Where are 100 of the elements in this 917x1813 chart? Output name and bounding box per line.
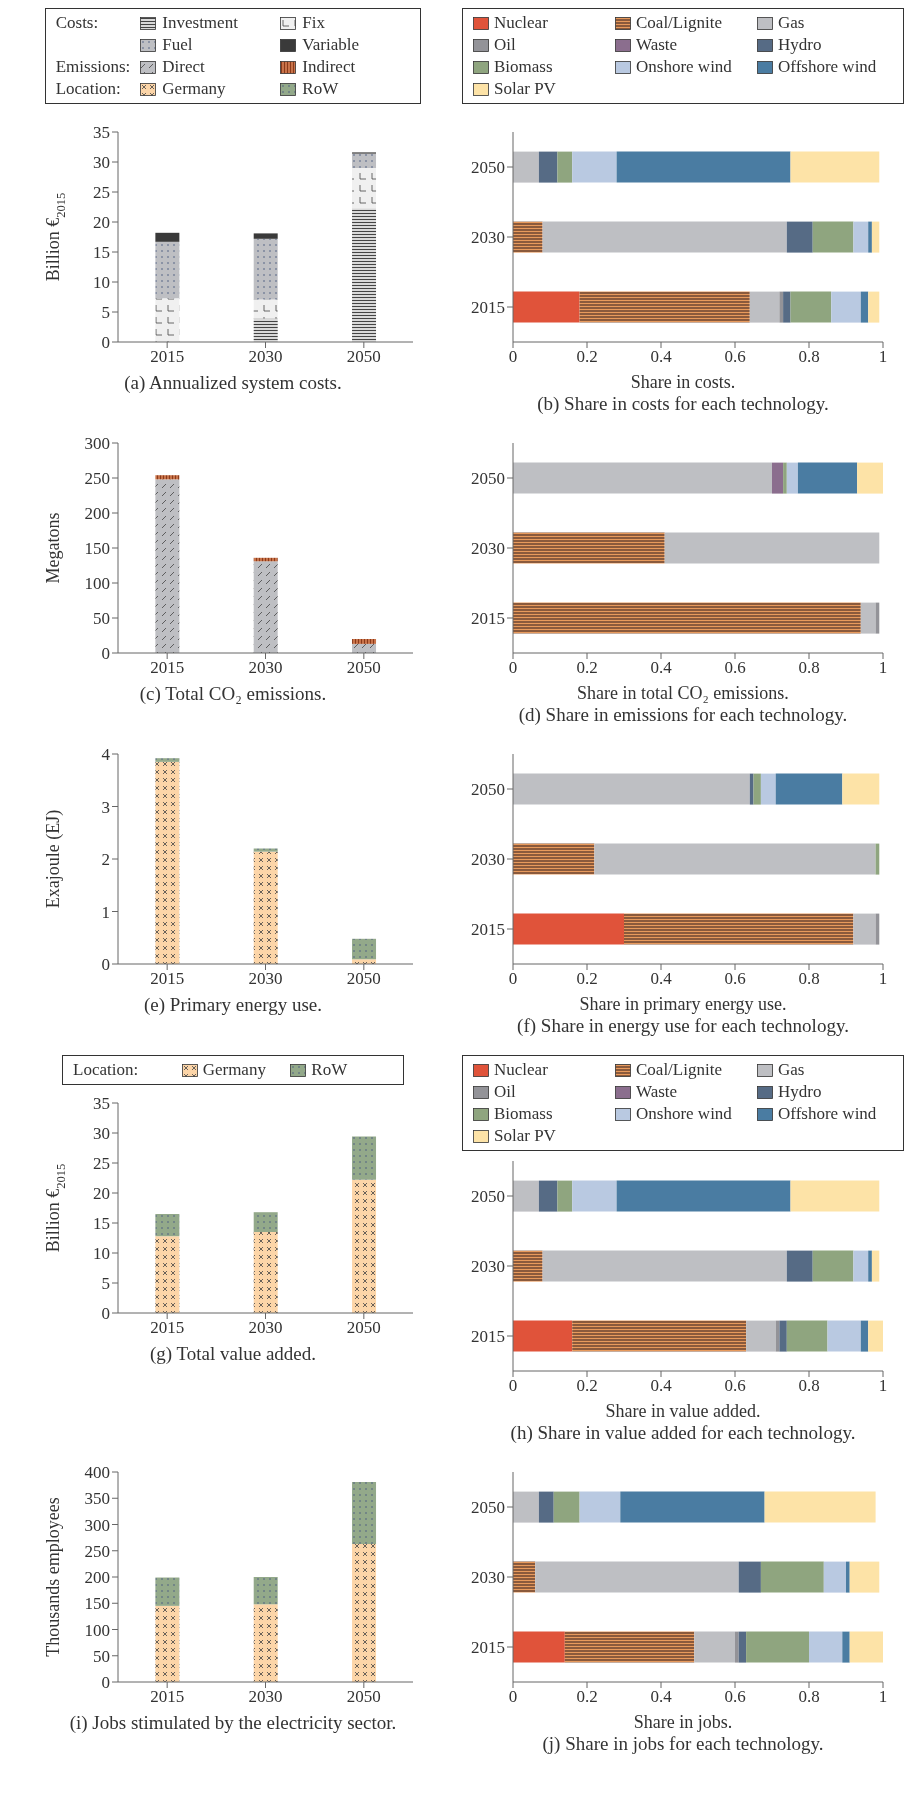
bar [557,1180,573,1212]
legend-label: Gas [778,13,805,33]
bar [155,761,180,964]
y-tick-label: 0 [101,644,110,664]
y-tick-label: 35 [93,123,110,143]
bar [155,241,180,299]
x-tick-label: 0.8 [798,347,820,367]
bar [253,848,278,852]
bar [846,1561,850,1593]
legend-label: Waste [636,1082,678,1102]
x-tick-label: 0.2 [576,1687,598,1707]
bar [797,462,858,494]
bar [352,208,377,342]
text: (j) Share in jobs for each technology. [542,1733,824,1755]
legend-label: Oil [494,35,516,55]
x-tick-label: 0.4 [650,658,673,678]
y-tick-label: 2050 [471,780,505,800]
x-tick-label: 1 [878,1687,888,1707]
bar [786,462,798,494]
bar [812,1250,854,1282]
y-tick-label: 3 [101,797,110,817]
x-tick-label: 2030 [248,969,283,989]
bar [790,1180,880,1212]
bar [513,221,543,253]
y-tick-label: 300 [84,1515,110,1535]
bar [809,1631,843,1663]
bar [572,1180,617,1212]
bar [155,758,180,762]
bar [594,843,876,875]
bar [513,151,539,183]
bar [783,291,791,323]
x-tick-label: 1 [878,969,888,989]
bar [572,151,617,183]
y-tick-label: 2030 [471,1568,505,1588]
x-axis-title: Share in value added. [605,1401,761,1422]
bar [860,1320,869,1352]
x-tick-label: 0.6 [724,1376,746,1396]
x-tick-label: 0 [508,1687,518,1707]
text: (e) Primary energy use. [144,994,322,1016]
y-tick-label: 200 [84,1568,110,1588]
bar [513,1320,573,1352]
bar [155,1605,180,1682]
legend-label: Direct [162,57,205,77]
y-tick-label: 2030 [471,539,505,559]
bar [155,479,180,653]
text: (h) Share in value added for each technology. [510,1422,856,1444]
legend-label: Onshore wind [636,1104,732,1124]
legend-label: Oil [494,1082,516,1102]
x-axis-title: Share in costs. [630,372,736,393]
bar [786,221,813,253]
x-tick-label: 2050 [346,1687,381,1707]
x-tick-label: 0 [508,1376,518,1396]
legend-title: Location: [55,79,122,99]
legend-label: Offshore wind [778,57,877,77]
text: (i) Jobs stimulated by the electricity sector. [69,1712,397,1734]
bar [513,1561,536,1593]
bar [579,1491,621,1523]
y-tick-label: 30 [93,1124,110,1144]
y-tick-label: 30 [93,153,110,173]
text: (f) Share in energy use for each technology. [517,1015,849,1037]
x-tick-label: 0.6 [724,658,746,678]
legend-label: Fuel [162,35,193,55]
bar [253,1232,278,1313]
y-tick-label: 2050 [471,469,505,489]
x-tick-label: 2050 [346,1318,381,1338]
bar [849,1561,880,1593]
y-axis-title: Megatons [43,512,64,584]
legend-label: RoW [311,1060,348,1080]
bar [616,1180,791,1212]
legend-label: Biomass [494,1104,553,1124]
x-tick-label: 2015 [150,658,185,678]
legend-label: Waste [636,35,678,55]
x-tick-label: 2015 [150,347,185,367]
bar [579,291,750,323]
y-tick-label: 25 [93,1154,110,1174]
y-tick-label: 10 [93,273,110,293]
bar [155,475,180,480]
bar [564,1631,695,1663]
x-tick-label: 0.4 [650,969,673,989]
x-tick-label: 0.6 [724,347,746,367]
text: (d) Share in emissions for each technology. [518,704,848,726]
bar [831,291,861,323]
bar [749,291,780,323]
y-tick-label: 2050 [471,1498,505,1518]
bar [620,1491,765,1523]
y-tick-label: 100 [84,574,110,594]
text: (c) Total CO₂ emissions. [139,683,327,705]
bar [868,1250,872,1282]
bar [553,1491,580,1523]
bar [812,221,854,253]
legend-label: Biomass [494,57,553,77]
bar [790,291,832,323]
bar [513,291,580,323]
y-tick-label: 350 [84,1489,110,1509]
bar [542,221,787,253]
legend-label: Nuclear [494,1060,548,1080]
y-tick-label: 15 [93,1214,110,1234]
bar [253,299,278,319]
bar [513,532,665,564]
y-tick-label: 0 [101,955,110,975]
